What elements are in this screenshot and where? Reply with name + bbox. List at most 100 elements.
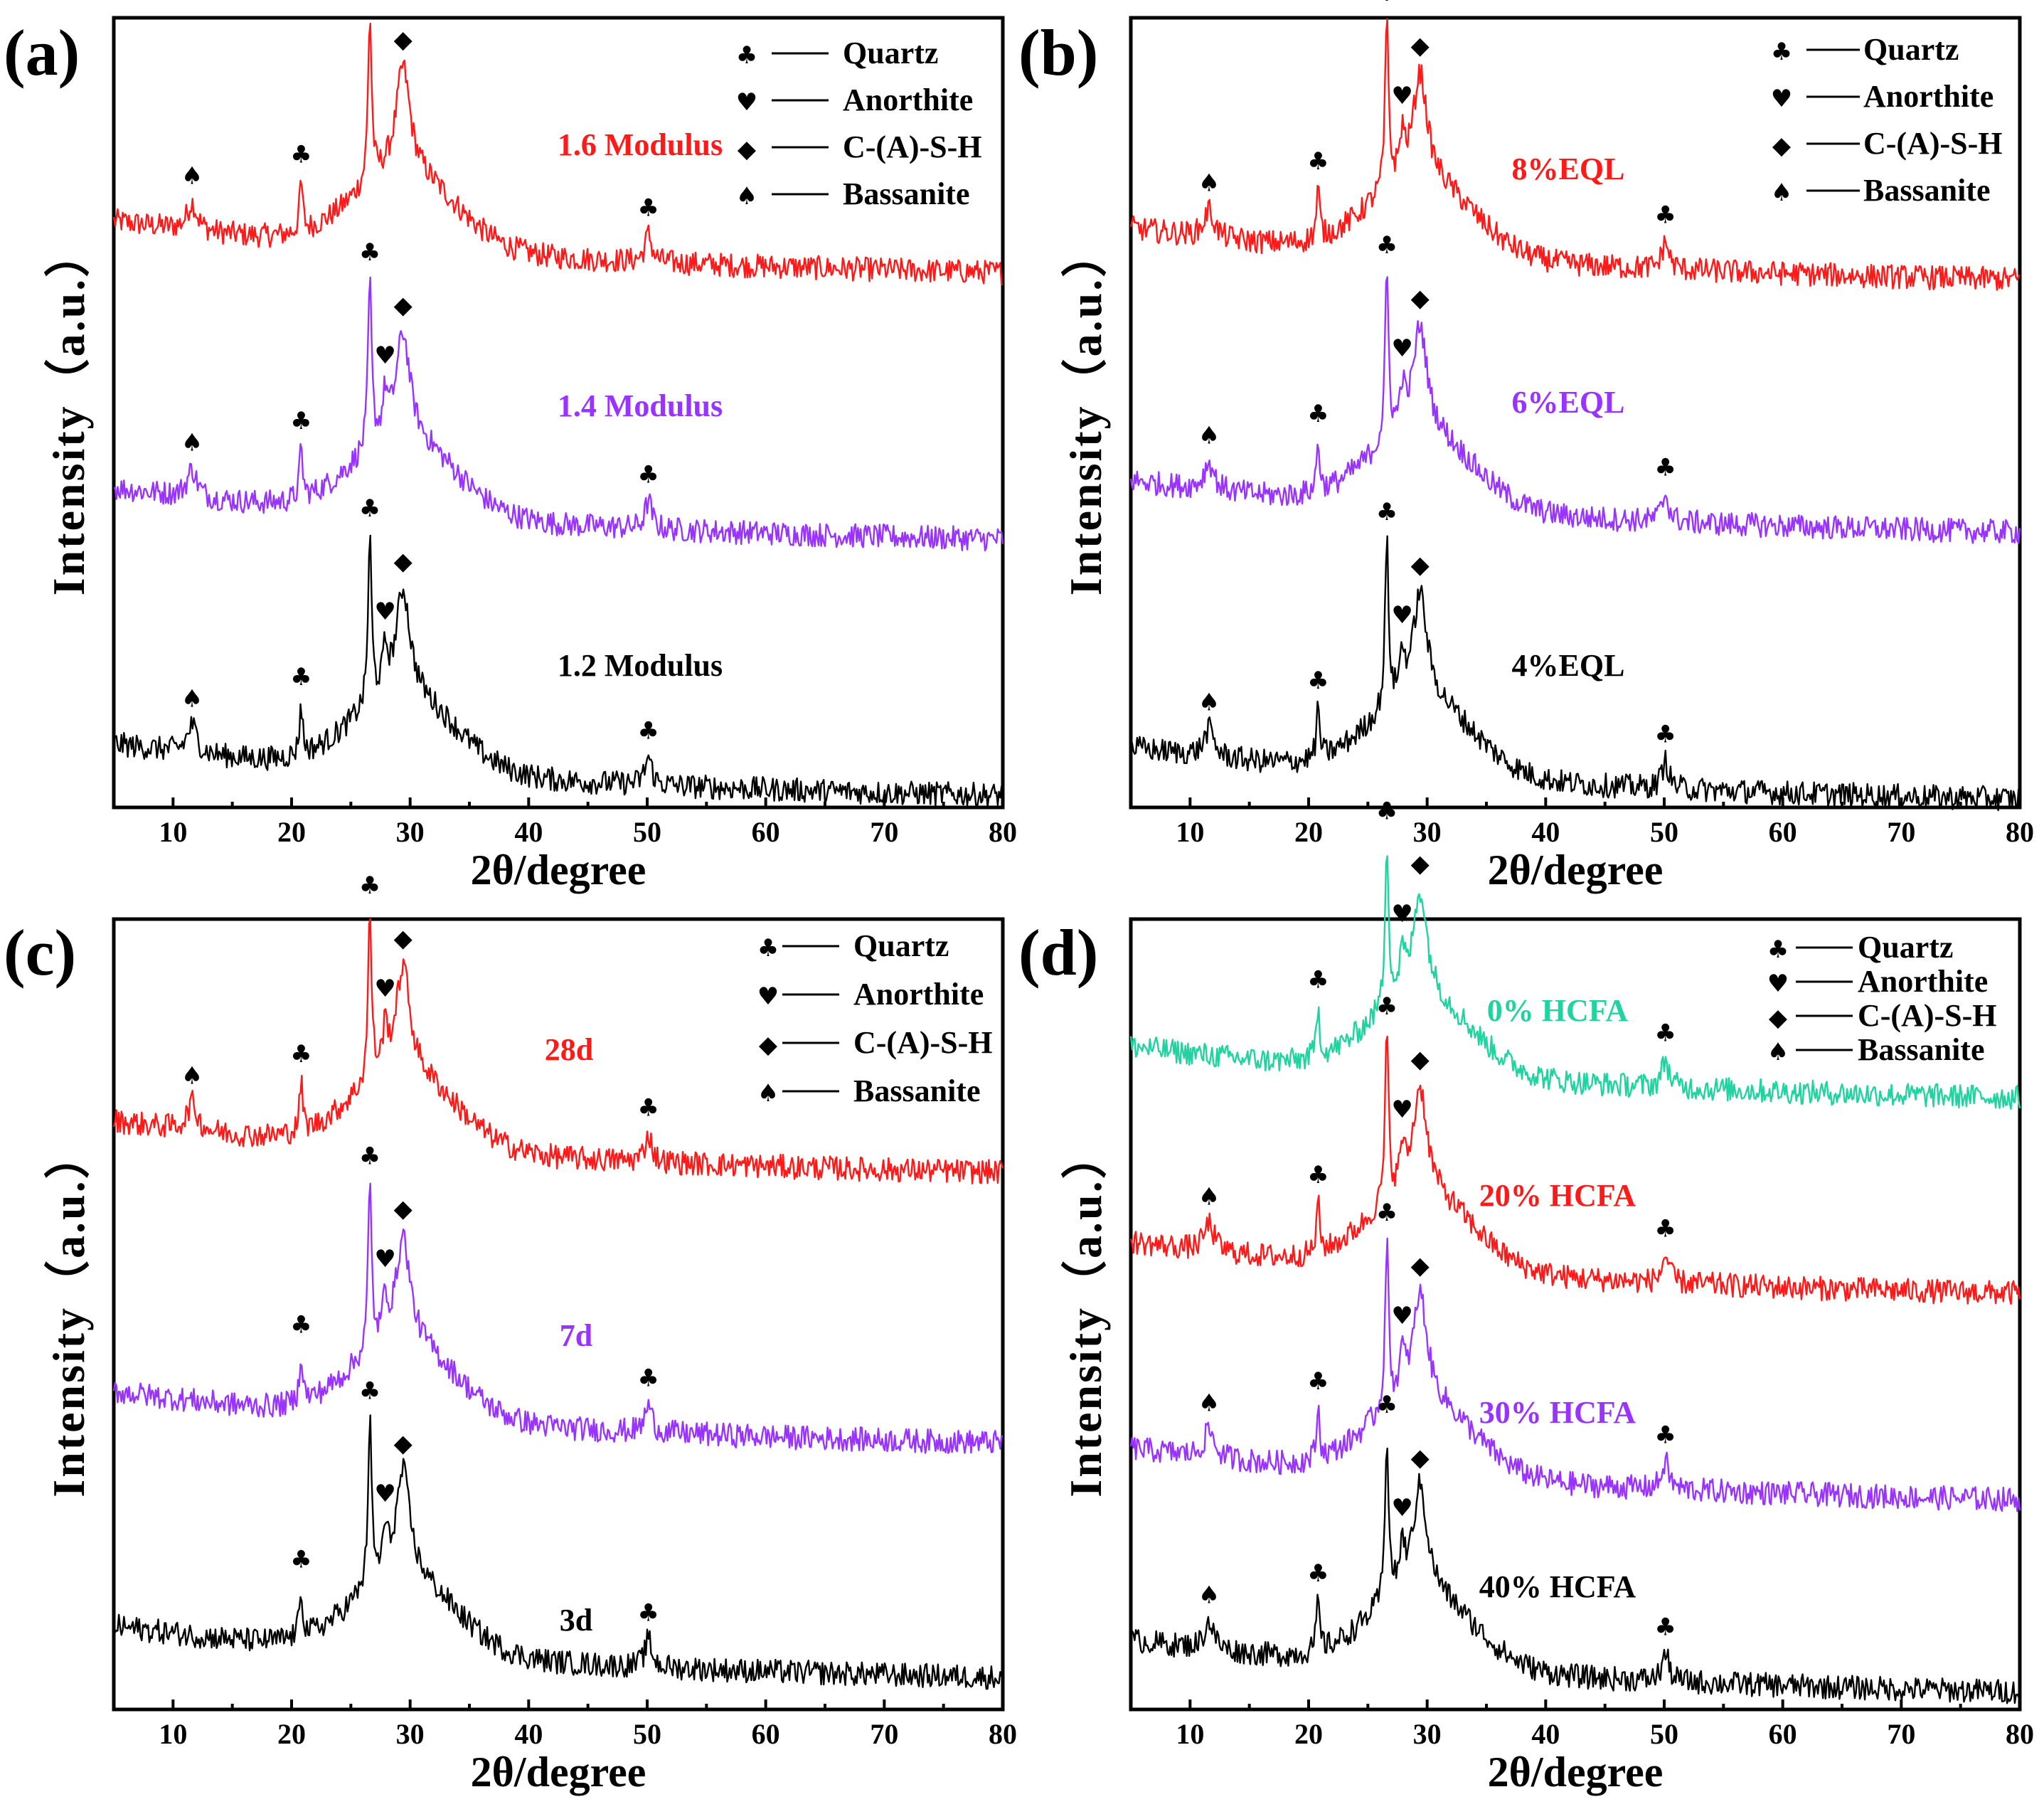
- anorthite-peak-marker: ♥: [374, 1245, 395, 1273]
- bassanite-peak-marker: ♠: [181, 429, 203, 457]
- series-label: 3d: [560, 1603, 592, 1638]
- anorthite-peak-marker: ♥: [1391, 82, 1412, 110]
- quartz-peak-marker: ♣: [637, 1093, 659, 1122]
- csh-peak-marker: ◆: [1411, 284, 1430, 312]
- anorthite-legend-symbol: ♥: [1767, 970, 1789, 998]
- quartz-peak-marker: ♣: [359, 1377, 380, 1405]
- bassanite-peak-marker: ♠: [181, 685, 203, 714]
- bassanite-legend-symbol: ♠: [1771, 179, 1792, 207]
- quartz-peak-marker: ♣: [1376, 231, 1398, 260]
- xrd-trace: [1129, 1237, 2021, 1512]
- quartz-peak-marker: ♣: [1654, 1421, 1676, 1449]
- x-tick-label: 30: [396, 1718, 425, 1750]
- legend-label: Quartz: [853, 928, 949, 963]
- series-label: 40% HCFA: [1479, 1569, 1636, 1604]
- quartz-peak-marker: ♣: [1376, 1391, 1398, 1419]
- series-label: 20% HCFA: [1479, 1178, 1636, 1213]
- plot-frame: [1129, 917, 2022, 1712]
- csh-peak-marker: ◆: [1411, 850, 1430, 879]
- quartz-peak-marker: ♣: [1307, 147, 1329, 176]
- bassanite-peak-marker: ♠: [181, 1062, 203, 1091]
- x-tick-label: 20: [277, 1718, 306, 1750]
- x-tick-label: 30: [396, 816, 425, 848]
- quartz-peak-marker: ♣: [1307, 965, 1329, 994]
- x-tick-label: 40: [514, 816, 543, 848]
- x-tick-label: 80: [989, 1718, 1017, 1750]
- csh-peak-marker: ◆: [1411, 31, 1430, 60]
- series-label: 28d: [545, 1032, 593, 1067]
- xrd-trace: [1129, 855, 2021, 1110]
- quartz-peak-marker: ♣: [290, 1310, 312, 1339]
- xrd-trace: [112, 1414, 1004, 1690]
- xrd-trace: [1129, 535, 2021, 812]
- quartz-peak-marker: ♣: [359, 1142, 380, 1170]
- quartz-peak-marker: ♣: [637, 716, 659, 745]
- x-tick-label: 80: [2006, 816, 2034, 848]
- bassanite-peak-marker: ♠: [1198, 1389, 1220, 1418]
- series-label: 1.4 Modulus: [558, 388, 723, 423]
- anorthite-peak-marker: ♥: [1391, 1494, 1412, 1522]
- quartz-legend-symbol: ♣: [1771, 38, 1792, 66]
- x-tick-label: 30: [1413, 816, 1442, 848]
- series-label: 30% HCFA: [1479, 1395, 1636, 1430]
- quartz-legend-symbol: ♣: [1767, 935, 1789, 964]
- xrd-trace: [1129, 276, 2021, 544]
- csh-legend-symbol: ◆: [759, 1031, 778, 1059]
- xrd-trace: [1129, 1447, 2021, 1704]
- x-tick-label: 80: [989, 816, 1017, 848]
- legend-label: Anorthite: [853, 977, 984, 1012]
- quartz-peak-marker: ♣: [290, 407, 312, 435]
- x-tick-label: 70: [1887, 1718, 1915, 1750]
- quartz-peak-marker: ♣: [290, 1040, 312, 1068]
- series-label: 6%EQL: [1512, 385, 1625, 420]
- quartz-peak-marker: ♣: [1376, 992, 1398, 1021]
- x-axis-title: 2θ/degree: [471, 1749, 646, 1796]
- bassanite-peak-marker: ♠: [1198, 422, 1220, 450]
- csh-peak-marker: ◆: [394, 1195, 413, 1224]
- quartz-peak-marker: ♣: [359, 494, 380, 523]
- x-tick-label: 40: [1531, 1718, 1560, 1750]
- quartz-peak-marker: ♣: [1654, 1613, 1676, 1641]
- x-tick-label: 20: [1294, 1718, 1323, 1750]
- panel-label: (c): [4, 916, 76, 989]
- legend-label: Anorthite: [1858, 964, 1988, 999]
- legend-label: Bassanite: [1858, 1032, 1984, 1067]
- csh-legend-symbol: ◆: [1769, 1004, 1788, 1032]
- quartz-peak-marker: ♣: [637, 1598, 659, 1627]
- csh-peak-marker: ◆: [394, 291, 413, 319]
- quartz-peak-marker: ♣: [359, 238, 380, 267]
- x-tick-label: 70: [870, 1718, 898, 1750]
- legend-label: C-(A)-S-H: [1863, 126, 2003, 161]
- quartz-peak-marker: ♣: [290, 1545, 312, 1574]
- legend-label: Bassanite: [853, 1073, 980, 1108]
- x-tick-label: 10: [1176, 816, 1204, 848]
- bassanite-peak-marker: ♠: [181, 162, 203, 191]
- legend-label: Quartz: [843, 36, 938, 70]
- quartz-peak-marker: ♣: [637, 1364, 659, 1392]
- panel-label: (a): [4, 16, 80, 89]
- csh-peak-marker: ◆: [1411, 1045, 1430, 1073]
- bassanite-peak-marker: ♠: [1198, 1581, 1220, 1610]
- quartz-peak-marker: ♣: [1376, 498, 1398, 526]
- y-axis-title: Intensity（a.u.）: [1060, 230, 1111, 595]
- x-axis-title: 2θ/degree: [1488, 847, 1664, 893]
- bassanite-legend-symbol: ♠: [736, 182, 757, 211]
- anorthite-peak-marker: ♥: [374, 341, 395, 370]
- plot-frame: [112, 917, 1005, 1712]
- y-axis-title: Intensity（a.u.）: [1060, 1131, 1111, 1497]
- csh-legend-symbol: ◆: [1772, 132, 1792, 160]
- series-label: 1.6 Modulus: [558, 127, 723, 162]
- quartz-peak-marker: ♣: [637, 460, 659, 489]
- quartz-peak-marker: ♣: [1307, 667, 1329, 695]
- xrd-trace: [1129, 18, 2021, 291]
- x-tick-label: 40: [1531, 816, 1560, 848]
- quartz-peak-marker: ♣: [1654, 1019, 1676, 1047]
- csh-peak-marker: ◆: [1411, 1251, 1430, 1280]
- quartz-peak-marker: ♣: [1376, 1199, 1398, 1227]
- anorthite-peak-marker: ♥: [374, 975, 395, 1003]
- x-tick-label: 80: [2006, 1718, 2034, 1750]
- anorthite-peak-marker: ♥: [1391, 900, 1412, 928]
- quartz-peak-marker: ♣: [1307, 1161, 1329, 1189]
- bassanite-legend-symbol: ♠: [757, 1079, 779, 1108]
